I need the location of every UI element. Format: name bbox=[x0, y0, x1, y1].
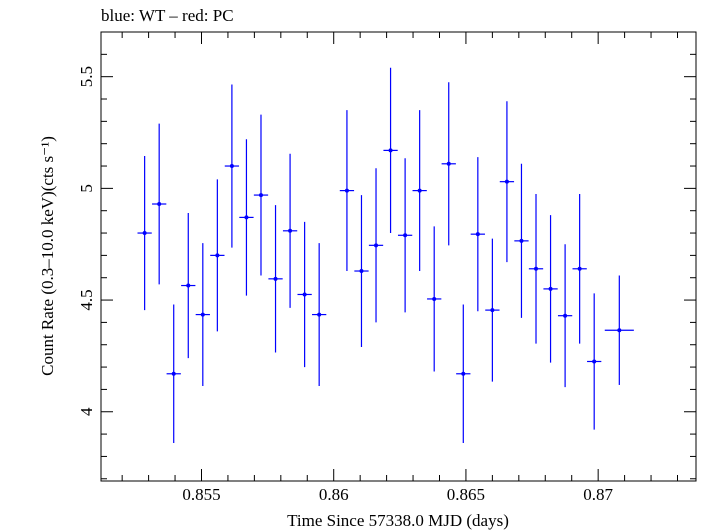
data-point bbox=[181, 212, 196, 359]
data-point bbox=[543, 215, 558, 363]
data-point bbox=[557, 244, 573, 388]
point-marker bbox=[344, 188, 349, 193]
point-marker bbox=[548, 286, 553, 291]
data-point bbox=[368, 168, 384, 323]
x-axis-label: Time Since 57338.0 MJD (days) bbox=[287, 511, 509, 530]
data-point bbox=[485, 238, 500, 382]
point-marker bbox=[577, 266, 582, 271]
data-point bbox=[427, 226, 442, 372]
point-marker bbox=[200, 312, 205, 317]
point-marker bbox=[417, 188, 422, 193]
data-point bbox=[499, 101, 515, 263]
point-marker bbox=[563, 313, 568, 318]
data-point bbox=[528, 193, 544, 344]
point-marker bbox=[446, 161, 451, 166]
point-marker bbox=[171, 371, 176, 376]
data-series bbox=[137, 67, 634, 444]
data-point bbox=[572, 193, 587, 344]
point-marker bbox=[534, 266, 539, 271]
data-point bbox=[137, 155, 152, 311]
data-point bbox=[354, 195, 369, 347]
y-tick-label: 4.5 bbox=[77, 289, 96, 310]
plot-frame bbox=[100, 31, 697, 482]
y-tick-label: 4 bbox=[77, 407, 96, 416]
point-marker bbox=[461, 371, 466, 376]
data-point bbox=[397, 158, 413, 313]
data-point bbox=[253, 114, 269, 276]
data-point bbox=[210, 179, 225, 332]
point-marker bbox=[142, 231, 147, 236]
data-point bbox=[412, 110, 427, 272]
data-point bbox=[268, 205, 283, 353]
point-marker bbox=[403, 233, 408, 238]
chart-title: blue: WT – red: PC bbox=[101, 6, 234, 25]
data-point bbox=[152, 123, 167, 285]
point-marker bbox=[504, 179, 509, 184]
point-marker bbox=[432, 296, 437, 301]
y-axis-ticks: 4 4.5 5 5.5 bbox=[77, 31, 696, 480]
point-marker bbox=[215, 253, 220, 258]
x-axis-ticks: 0.855 0.86 0.865 0.87 bbox=[121, 32, 678, 504]
point-marker bbox=[244, 215, 249, 220]
point-marker bbox=[519, 238, 524, 243]
data-point bbox=[441, 82, 456, 246]
data-point bbox=[383, 67, 398, 234]
data-point bbox=[282, 153, 298, 308]
data-point bbox=[166, 304, 181, 444]
point-marker bbox=[288, 228, 293, 233]
data-point bbox=[297, 221, 312, 368]
point-marker bbox=[374, 243, 379, 248]
y-axis-label: Count Rate (0.3–10.0 keV)(cts s⁻¹) bbox=[38, 136, 57, 376]
data-point bbox=[195, 243, 210, 387]
point-marker bbox=[302, 292, 307, 297]
data-point bbox=[514, 163, 529, 318]
x-tick-label: 0.865 bbox=[447, 485, 485, 504]
point-marker bbox=[388, 148, 393, 153]
data-point bbox=[239, 139, 254, 296]
data-point bbox=[456, 304, 471, 444]
data-point bbox=[339, 110, 355, 272]
point-marker bbox=[475, 232, 480, 237]
point-marker bbox=[273, 276, 278, 281]
x-tick-label: 0.86 bbox=[319, 485, 349, 504]
point-marker bbox=[592, 359, 597, 364]
data-point bbox=[587, 293, 602, 430]
data-point bbox=[224, 84, 240, 248]
point-marker bbox=[229, 164, 234, 169]
data-point bbox=[470, 157, 485, 312]
y-tick-label: 5.5 bbox=[77, 66, 96, 87]
data-point bbox=[604, 275, 634, 385]
point-marker bbox=[186, 283, 191, 288]
point-marker bbox=[258, 193, 263, 198]
point-marker bbox=[157, 202, 162, 207]
x-tick-label: 0.87 bbox=[583, 485, 613, 504]
data-point bbox=[312, 243, 327, 387]
point-marker bbox=[359, 269, 364, 274]
point-marker bbox=[490, 308, 495, 313]
point-marker bbox=[617, 328, 622, 333]
x-tick-label: 0.855 bbox=[182, 485, 220, 504]
y-tick-label: 5 bbox=[77, 184, 96, 193]
point-marker bbox=[317, 312, 322, 317]
